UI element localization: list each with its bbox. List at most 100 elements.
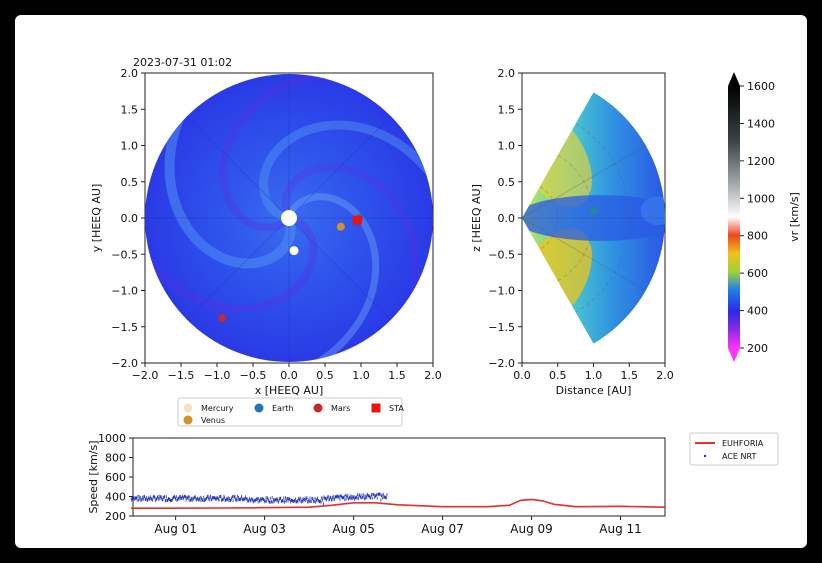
y-tick-label: 1000 [98, 432, 126, 445]
x-tick-label: 1.0 [585, 369, 603, 382]
colorbar-tick-label: 1000 [747, 192, 775, 205]
planet-legend-label: Venus [201, 416, 225, 425]
meridional-distance-arc [539, 186, 559, 250]
x-tick-label: Aug 09 [510, 522, 553, 536]
spiral-arm [145, 197, 318, 313]
x-tick-label: Aug 01 [154, 522, 197, 536]
spiral-arm [219, 74, 392, 232]
equatorial-plane-panel: −2.0 −1.5 −1.0 −0.5 0.0 0.5 1.0 1.5 2.0 −2.0 −1.5… [90, 67, 442, 397]
meridional-distance-arc [575, 123, 630, 313]
colorbar-gradient [728, 86, 740, 348]
colorbar-tick-label: 1200 [747, 155, 775, 168]
x-tick-label: −1.0 [204, 369, 231, 382]
equatorial-x-axis-label: x [HEEQ AU] [255, 384, 324, 397]
mercury-legend-swatch [183, 403, 193, 413]
earth-legend-swatch [254, 403, 264, 413]
timeseries-y-axis-label: Speed [km/s] [87, 440, 100, 513]
y-tick-label: 0.5 [121, 176, 139, 189]
planet-legend-label: Mercury [201, 404, 234, 413]
x-tick-label: 1.5 [388, 369, 406, 382]
planet-legend-label: Mars [331, 404, 350, 413]
x-tick-label: Aug 05 [332, 522, 375, 536]
planet-legend-box [177, 397, 403, 427]
colorbar-label: vr [km/s] [788, 192, 801, 242]
series-legend-box [689, 432, 779, 466]
colorbar-tick-label: 200 [747, 342, 768, 355]
meridional-y-axis-label: z [HEEQ AU] [470, 184, 483, 252]
series-legend-label: ACE NRT [722, 452, 756, 461]
mars-legend-swatch [313, 403, 323, 413]
mars-marker [218, 314, 227, 323]
y-tick-label: 400 [105, 491, 126, 504]
sta-legend-swatch [371, 403, 381, 413]
euhforia-series-line [131, 498, 666, 509]
equatorial-y-axis-label: y [HEEQ AU] [90, 184, 103, 253]
x-tick-label: −0.5 [240, 369, 267, 382]
planet-legend: Mercury Earth Mars STA Venus [177, 397, 404, 427]
meridional-guide-line [522, 217, 647, 291]
spiral-arm [281, 162, 420, 360]
y-tick-label: −2.0 [488, 357, 515, 370]
spiral-stream-structure [145, 74, 433, 362]
x-tick-label: Aug 03 [243, 522, 286, 536]
colorbar-tick-label: 400 [747, 305, 768, 318]
x-tick-label: 0.5 [316, 369, 334, 382]
planet-legend-label: Earth [272, 404, 293, 413]
timestamp-label: 2023-07-31 01:02 [133, 56, 232, 69]
mercury-marker [289, 246, 299, 256]
y-tick-label: 0.5 [498, 176, 516, 189]
meridional-x-axis-label: Distance [AU] [556, 384, 632, 397]
y-tick-label: −1.5 [111, 321, 138, 334]
y-tick-label: 1.5 [121, 103, 139, 116]
y-tick-label: 2.0 [498, 67, 516, 80]
colorbar-tick-label: 1400 [747, 117, 775, 130]
y-tick-label: −1.0 [111, 285, 138, 298]
x-tick-label: 0.5 [549, 369, 567, 382]
earth-meridional-marker [589, 206, 598, 215]
spiral-arm [164, 74, 296, 269]
colorbar-tick-label: 1600 [747, 80, 775, 93]
y-tick-label: 0.0 [498, 212, 516, 225]
y-tick-label: 600 [105, 471, 126, 484]
x-tick-label: 2.0 [656, 369, 674, 382]
x-tick-label: −2.0 [132, 369, 159, 382]
spiral-arm [254, 193, 380, 362]
y-tick-label: 200 [105, 510, 126, 523]
y-tick-label: 800 [105, 452, 126, 465]
colorbar-tick-label: 800 [747, 230, 768, 243]
colorbar-tick-label: 600 [747, 267, 768, 280]
ace-nrt-series [130, 492, 388, 506]
spiral-arm [259, 120, 433, 233]
meridional-guide-line [522, 145, 647, 219]
venus-marker [336, 222, 345, 231]
x-tick-label: 1.0 [352, 369, 370, 382]
y-tick-label: −1.5 [488, 321, 515, 334]
x-tick-label: 1.5 [621, 369, 639, 382]
y-tick-label: −2.0 [111, 357, 138, 370]
colorbar-extend-top [728, 72, 740, 86]
y-tick-label: −0.5 [111, 248, 138, 261]
speed-timeseries-panel: Aug 01 Aug 03 Aug 05 Aug 07 Aug 09 Aug 11 200… [87, 432, 666, 536]
y-tick-label: 1.0 [121, 140, 139, 153]
y-tick-label: −0.5 [488, 248, 515, 261]
y-tick-label: 1.0 [498, 140, 516, 153]
x-tick-label: 0.0 [513, 369, 531, 382]
planet-legend-label: STA [389, 404, 404, 413]
x-tick-label: −1.5 [168, 369, 195, 382]
series-legend-label: EUHFORIA [722, 439, 764, 448]
y-tick-label: −1.0 [488, 285, 515, 298]
sun-marker [281, 210, 297, 226]
x-tick-label: 0.0 [280, 369, 298, 382]
slow-wind-blob [640, 196, 665, 226]
colorbar: 200 400 600 800 1000 1200 1400 1600 vr [km/s] [728, 72, 801, 362]
series-legend: EUHFORIA ACE NRT [689, 432, 779, 466]
sta-marker [352, 215, 362, 225]
y-tick-label: 1.5 [498, 103, 516, 116]
x-tick-label: Aug 07 [421, 522, 464, 536]
y-tick-label: 2.0 [121, 67, 139, 80]
colorbar-extend-bottom [728, 348, 740, 362]
meridional-plane-panel: 0.0 0.5 1.0 1.5 2.0 −2.0 −1.5 −1.0 −0.5 0.0 0.5 1.… [470, 67, 674, 397]
x-tick-label: 2.0 [424, 369, 442, 382]
